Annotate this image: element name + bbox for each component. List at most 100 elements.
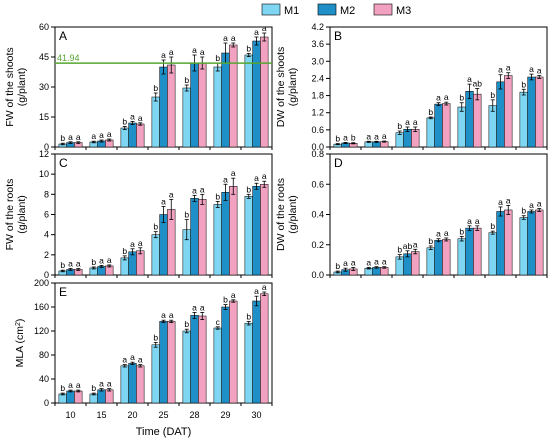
- y-tick-label: 0: [44, 270, 49, 280]
- x-tick-label: 10: [65, 410, 75, 420]
- bar: [457, 238, 466, 276]
- significance-label: a: [343, 132, 348, 142]
- bar: [395, 132, 404, 148]
- y-tick-label: 0.2: [311, 240, 324, 250]
- y-axis-title-line: (g/plant): [16, 195, 28, 234]
- legend-item-m3: M3: [373, 3, 411, 17]
- significance-label: b: [459, 226, 464, 236]
- bar: [128, 363, 137, 404]
- significance-label: a: [262, 282, 267, 292]
- significance-label: a: [200, 184, 205, 194]
- panel-label: C: [59, 156, 68, 170]
- panel-d: 0.0 0.2 0.4 0.6 0.8 DW of the roots (g/plant) D…: [275, 149, 548, 280]
- significance-label: a: [231, 168, 236, 178]
- significance-label: a: [254, 173, 259, 183]
- bar: [159, 321, 168, 404]
- bar: [527, 211, 536, 276]
- y-tick-label: 80: [39, 350, 49, 360]
- significance-label: b: [122, 116, 127, 126]
- bar: [66, 390, 75, 404]
- significance-label: b: [397, 245, 402, 255]
- y-tick-label: 0: [44, 398, 49, 408]
- bar: [58, 393, 67, 404]
- significance-label: a: [382, 131, 387, 141]
- bar: [519, 91, 528, 148]
- significance-label: b: [153, 83, 158, 93]
- bar: [198, 315, 207, 404]
- significance-label: a: [254, 286, 259, 296]
- significance-label: a: [529, 200, 534, 210]
- significance-label: a: [76, 132, 81, 142]
- bar: [221, 306, 230, 404]
- significance-label: a: [192, 302, 197, 312]
- significance-label: b: [215, 53, 220, 63]
- y-tick-label: 160: [34, 302, 49, 312]
- y-axis-title: MLA (cm2): [14, 319, 26, 368]
- significance-label: b: [335, 134, 340, 144]
- legend-swatch: [317, 3, 337, 16]
- significance-label: a: [161, 310, 166, 320]
- significance-label: a: [99, 130, 104, 140]
- legend-label: M3: [396, 5, 411, 17]
- significance-label: b: [246, 43, 251, 53]
- y-tick-label: 0.0: [311, 142, 324, 152]
- y-axis-title-line: FW of the roots: [4, 179, 16, 251]
- bar: [535, 76, 544, 148]
- significance-label: b: [246, 311, 251, 321]
- bar: [244, 54, 253, 148]
- bar: [105, 389, 114, 404]
- y-tick-label: 3.0: [311, 56, 324, 66]
- significance-label: b: [335, 261, 340, 271]
- bar: [504, 209, 513, 276]
- significance-label: a: [68, 258, 73, 268]
- legend-swatch: [261, 3, 281, 16]
- significance-label: a: [467, 216, 472, 226]
- significance-label: a: [138, 355, 143, 365]
- bar: [395, 256, 404, 276]
- significance-label: a: [169, 47, 174, 57]
- bar: [190, 62, 199, 148]
- significance-label: a: [506, 63, 511, 73]
- bar: [488, 105, 497, 148]
- bar: [260, 184, 269, 276]
- y-tick-label: 10: [39, 169, 49, 179]
- bar: [252, 186, 261, 276]
- legend-label: M1: [284, 5, 299, 17]
- significance-label: a: [382, 257, 387, 267]
- x-tick-label: 20: [127, 410, 137, 420]
- y-axis-title-line: (g/plant): [287, 68, 299, 107]
- significance-label: a: [99, 379, 104, 389]
- bar: [182, 330, 191, 404]
- significance-label: b: [91, 383, 96, 393]
- y-axis-title-line: (g/plant): [16, 68, 28, 107]
- significance-label: b: [91, 257, 96, 267]
- bar: [465, 91, 474, 148]
- panel-label: D: [334, 156, 343, 170]
- bar: [244, 196, 253, 276]
- significance-label: a: [161, 50, 166, 60]
- significance-label: a: [138, 113, 143, 123]
- bar: [182, 87, 191, 148]
- panel-label: B: [334, 29, 342, 43]
- bar: [535, 209, 544, 276]
- bar: [213, 66, 222, 148]
- x-tick-label: 30: [251, 410, 261, 420]
- significance-label: a: [138, 238, 143, 248]
- x-tick-label: 28: [189, 410, 199, 420]
- y-tick-label: 15: [39, 112, 49, 122]
- bar: [496, 81, 505, 148]
- significance-label: a: [200, 47, 205, 57]
- significance-label: a: [169, 189, 174, 199]
- significance-label: a: [351, 257, 356, 267]
- bar: [136, 250, 145, 276]
- y-axis-title-line: DW of the shoots: [275, 47, 287, 128]
- significance-label: a: [475, 216, 480, 226]
- bar: [229, 186, 238, 276]
